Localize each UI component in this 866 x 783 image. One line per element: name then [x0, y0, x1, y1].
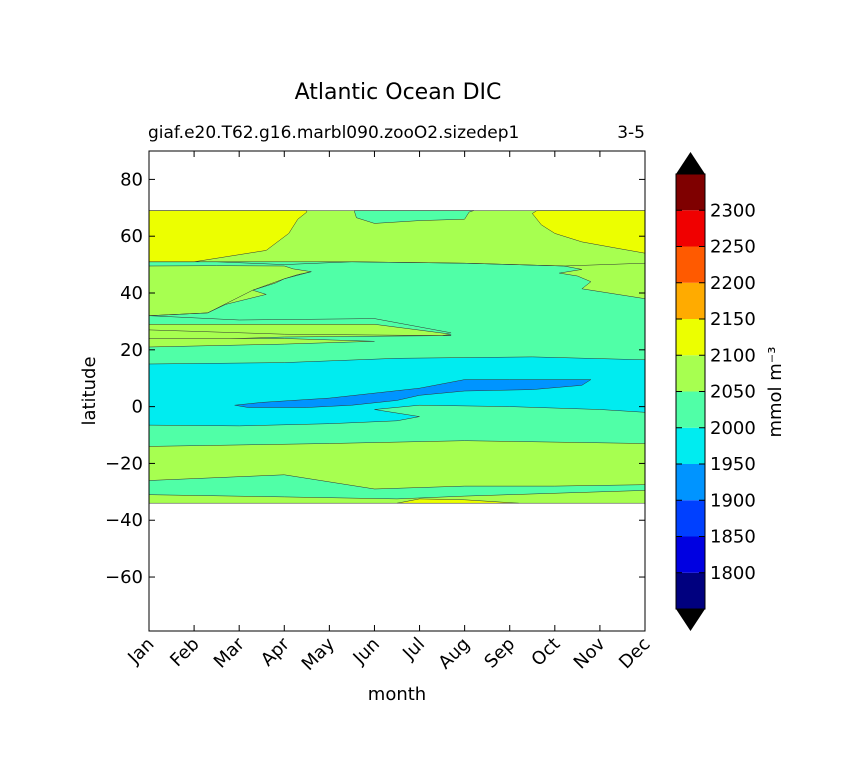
- x-tick-label: Jan: [123, 634, 158, 669]
- colorbar-tick-label: 2150: [710, 309, 756, 330]
- colorbar-band: [676, 210, 705, 247]
- y-tick-label: 20: [120, 340, 143, 361]
- x-tick-label: Feb: [166, 634, 203, 671]
- colorbar-tick-label: 1900: [710, 490, 756, 511]
- x-tick-label: Apr: [257, 633, 294, 670]
- plot-area: Jan Feb Mar Apr May Jun Jul Aug Sep Oct Nov Dec 80 6…: [105, 150, 655, 675]
- colorbar-band: [676, 246, 705, 283]
- x-axis-label: month: [368, 684, 426, 705]
- colorbar: 1800 1850 1900 1950 2000 2050 2100 2150 2200 2250…: [675, 152, 756, 631]
- contour-regions: [148, 210, 646, 504]
- colorbar-band: [676, 572, 705, 609]
- x-tick-label: Dec: [615, 634, 654, 673]
- x-tick-label: Jul: [398, 634, 429, 665]
- colorbar-band: [676, 391, 705, 428]
- x-tick-label: Sep: [480, 634, 519, 673]
- y-tick-label: −40: [105, 510, 143, 531]
- x-tick-label: May: [298, 633, 339, 674]
- colorbar-label: mmol m⁻³: [765, 346, 786, 437]
- x-tick-label: Jun: [349, 634, 384, 669]
- y-tick-label: −60: [105, 567, 143, 588]
- contour-line-2050-tail: [148, 315, 452, 334]
- chart-subtitle-left: giaf.e20.T62.g16.marbl090.zooO2.sizedep1: [148, 123, 519, 143]
- contour-region-2050-2100-south: [148, 440, 646, 490]
- y-axis-ticks: 80 60 40 20 0 −20 −40 −60: [105, 169, 645, 588]
- plot-frame: [148, 150, 646, 632]
- contour-region-1900-1950: [234, 379, 592, 408]
- colorbar-tick-label: 2100: [710, 345, 756, 366]
- colorbar-band: [676, 174, 705, 211]
- colorbar-over-arrow: [676, 152, 705, 174]
- colorbar-band: [676, 427, 705, 464]
- y-axis-label: latitude: [79, 356, 100, 425]
- y-tick-label: 40: [120, 283, 143, 304]
- colorbar-band: [676, 282, 705, 319]
- chart-subtitle-right: 3-5: [617, 123, 645, 143]
- colorbar-tick-label: 2050: [710, 382, 756, 403]
- colorbar-tick-label: 2000: [710, 418, 756, 439]
- colorbar-tick-label: 2200: [710, 273, 756, 294]
- contour-region-2000-2050-north: [353, 210, 474, 224]
- colorbar-band: [676, 355, 705, 392]
- colorbar-band: [676, 464, 705, 501]
- colorbar-tick-label: 1850: [710, 527, 756, 548]
- x-tick-label: Oct: [527, 634, 564, 671]
- chart-title: Atlantic Ocean DIC: [295, 80, 502, 105]
- colorbar-under-arrow: [676, 609, 705, 631]
- colorbar-band: [676, 319, 705, 356]
- x-tick-label: Aug: [434, 634, 474, 674]
- colorbar-tick-label: 1950: [710, 454, 756, 475]
- contour-line-2000-edge-north: [148, 271, 312, 316]
- x-tick-label: Nov: [570, 633, 610, 673]
- contour-line-2050-2100-north-edge: [149, 261, 646, 267]
- contour-lines: [148, 261, 646, 334]
- y-tick-label: 60: [120, 226, 143, 247]
- y-tick-label: −20: [105, 453, 143, 474]
- colorbar-tick-label: 2250: [710, 237, 756, 258]
- y-tick-label: 0: [132, 397, 143, 418]
- colorbar-band: [676, 536, 705, 573]
- colorbar-tick-label: 1800: [710, 563, 756, 584]
- contour-region-2100-2150-south: [396, 498, 519, 504]
- colorbar-band: [676, 500, 705, 537]
- x-tick-label: Mar: [210, 633, 249, 672]
- colorbar-tick-label: 2300: [710, 200, 756, 221]
- y-tick-label: 80: [120, 169, 143, 190]
